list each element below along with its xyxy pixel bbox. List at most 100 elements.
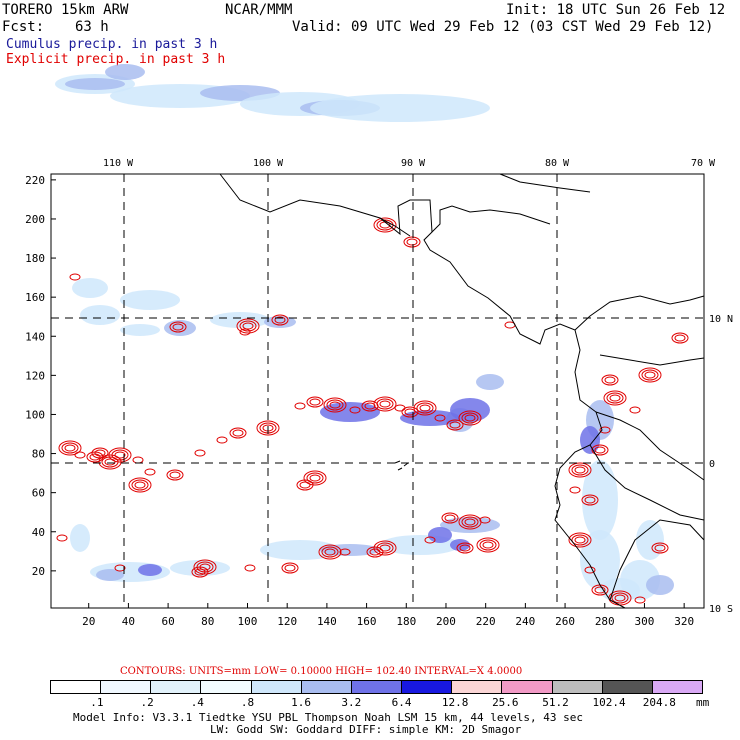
colorbar-swatch: [201, 681, 252, 693]
explicit-contour: [604, 376, 616, 384]
organization: NCAR/MMM: [225, 2, 293, 18]
coastline: [595, 411, 705, 481]
colorbar-level: 1.6: [291, 696, 312, 709]
colorbar-swatch: [602, 681, 653, 693]
colorbar-swatch: [251, 681, 302, 693]
cumulus-cell: [72, 278, 108, 298]
explicit-contour: [128, 477, 152, 493]
explicit-contour: [413, 400, 437, 416]
explicit-contour: [284, 564, 296, 572]
explicit-contour: [464, 414, 476, 422]
coastline: [394, 460, 409, 471]
explicit-contour: [376, 398, 394, 410]
explicit-contour: [601, 374, 619, 386]
cumulus-cell: [80, 305, 120, 325]
cumulus-cell: [138, 564, 162, 576]
explicit-contour: [482, 541, 494, 549]
longitude-label: 70 W: [691, 158, 716, 169]
init-time: Init: 18 UTC Sun 26 Feb 12: [506, 2, 726, 18]
explicit-contour: [571, 464, 589, 476]
coastline: [609, 519, 705, 601]
colorbar-swatch: [502, 681, 553, 693]
colorbar: [50, 680, 703, 694]
colorbar-level: 102.4: [592, 696, 626, 709]
cumulus-cell: [450, 398, 490, 422]
explicit-contour: [674, 334, 686, 342]
explicit-contour: [169, 471, 181, 479]
x-tick-label: 80: [201, 615, 214, 628]
x-tick-label: 220: [476, 615, 496, 628]
x-tick-label: 40: [122, 615, 135, 628]
x-tick-label: 20: [82, 615, 95, 628]
explicit-contour: [373, 217, 397, 233]
y-tick-label: 220: [25, 174, 45, 187]
colorbar-level: 25.6: [492, 696, 519, 709]
explicit-contour: [568, 462, 592, 478]
explicit-contour: [444, 514, 456, 522]
explicit-contour: [434, 414, 446, 422]
explicit-contour: [199, 563, 211, 571]
y-tick-label: 100: [25, 408, 45, 421]
explicit-contour: [101, 456, 119, 468]
colorbar-units: mm: [696, 696, 710, 709]
axis-layer: 20 40 60 80 100 120 140 160 180 200 220 240 260 280 30…: [25, 174, 694, 628]
latitude-label: 0: [709, 459, 715, 470]
longitude-label: 80 W: [545, 158, 570, 169]
explicit-contour: [571, 534, 589, 546]
cumulus-cell: [120, 324, 160, 336]
x-tick-label: 300: [635, 615, 655, 628]
explicit-contour: [216, 436, 228, 444]
colorbar-swatch: [51, 681, 102, 693]
colorbar-swatch: [101, 681, 152, 693]
explicit-contour: [69, 273, 81, 281]
x-tick-label: 260: [555, 615, 575, 628]
y-tick-label: 20: [32, 565, 45, 578]
colorbar-swatch: [552, 681, 603, 693]
colorbar-level: .8: [240, 696, 255, 709]
colorbar-level: .4: [190, 696, 204, 709]
explicit-contour: [323, 397, 347, 413]
explicit-contour: [373, 396, 397, 412]
explicit-contour: [446, 419, 464, 431]
explicit-contour: [671, 332, 689, 344]
cumulus-cell: [96, 569, 124, 581]
explicit-contour: [651, 542, 669, 554]
cumulus-cell: [636, 520, 664, 560]
coastline-layer: [219, 173, 705, 609]
coastline: [554, 329, 626, 609]
explicit-contour: [196, 561, 214, 573]
explicit-contour: [271, 314, 289, 326]
x-tick-label: 100: [238, 615, 258, 628]
explicit-contour: [306, 472, 324, 484]
explicit-contour: [581, 494, 599, 506]
model-info: Model Info: V3.3.1 Tiedtke YSU PBL Thomp…: [73, 711, 583, 724]
explicit-contour: [172, 323, 184, 331]
explicit-contour: [424, 536, 436, 544]
explicit-contour: [349, 406, 361, 414]
explicit-contour: [476, 537, 500, 553]
explicit-contour: [441, 512, 459, 524]
explicit-contour: [611, 592, 629, 604]
explicit-contour: [244, 564, 256, 572]
explicit-contour: [641, 369, 659, 381]
coastline: [379, 217, 411, 237]
explicit-contour: [591, 444, 609, 456]
explicit-contour: [574, 466, 586, 474]
coastline: [499, 173, 591, 193]
longitude-label: 100 W: [253, 158, 284, 169]
explicit-contour: [614, 594, 626, 602]
explicit-contour: [166, 469, 184, 481]
explicit-contour: [406, 238, 418, 246]
colorbar-level: 51.2: [542, 696, 569, 709]
y-tick-label: 180: [25, 252, 45, 265]
longitude-label: 90 W: [401, 158, 426, 169]
cumulus-cell: [580, 426, 600, 454]
explicit-contour: [479, 539, 497, 551]
explicit-contour: [239, 320, 257, 332]
explicit-contour: [339, 548, 351, 556]
explicit-contour: [193, 559, 217, 575]
explicit-contour: [326, 399, 344, 411]
cumulus-cell: [320, 402, 380, 422]
explicit-field-label: Explicit precip. in past 3 h: [6, 52, 226, 67]
